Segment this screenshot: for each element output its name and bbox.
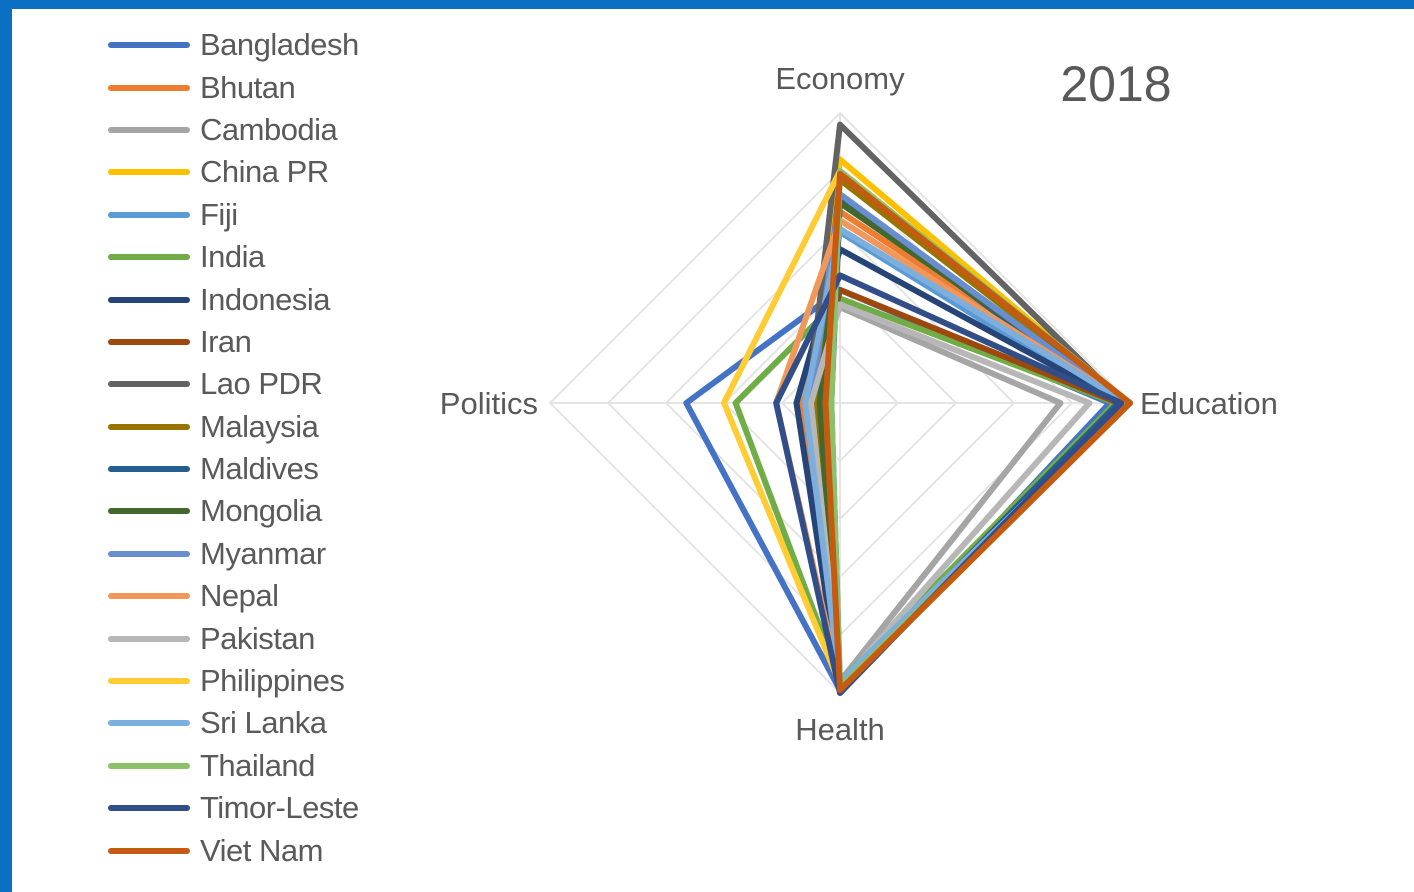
legend-swatch [108, 593, 190, 600]
legend-swatch [108, 296, 190, 303]
legend-swatch [108, 635, 190, 642]
legend-label: Sri Lanka [200, 705, 327, 741]
legend-label: Nepal [200, 578, 279, 614]
legend-item: Lao PDR [108, 363, 359, 405]
legend-label: China PR [200, 154, 329, 190]
axis-label-economy: Economy [775, 61, 905, 96]
legend-label: Thailand [200, 747, 315, 783]
legend-item: Iran [108, 321, 359, 363]
legend-swatch [108, 42, 190, 49]
legend-item: Thailand [108, 745, 359, 787]
legend-item: Viet Nam [108, 829, 359, 871]
legend-label: Maldives [200, 451, 319, 487]
legend-label: Cambodia [200, 111, 338, 147]
legend-label: Viet Nam [200, 832, 323, 868]
legend-swatch [108, 423, 190, 430]
legend-item: Cambodia [108, 109, 359, 151]
legend-swatch [108, 805, 190, 812]
axis-label-politics: Politics [440, 386, 538, 421]
legend-item: Pakistan [108, 617, 359, 659]
legend-label: Bangladesh [200, 27, 359, 63]
legend-item: Maldives [108, 448, 359, 490]
legend-swatch [108, 550, 190, 557]
legend-swatch [108, 762, 190, 769]
legend-item: Philippines [108, 660, 359, 702]
legend-swatch [108, 381, 190, 388]
legend-item: India [108, 236, 359, 278]
legend-label: Philippines [200, 663, 345, 699]
legend-label: Timor-Leste [200, 790, 359, 826]
legend-item: Myanmar [108, 533, 359, 575]
chart-title: 2018 [1060, 56, 1171, 112]
legend-item: Fiji [108, 194, 359, 236]
legend-label: Pakistan [200, 620, 315, 656]
legend-swatch [108, 84, 190, 91]
legend-item: Timor-Leste [108, 787, 359, 829]
legend-item: Sri Lanka [108, 702, 359, 744]
legend-label: Bhutan [200, 69, 296, 105]
legend-label: Mongolia [200, 493, 322, 529]
legend-swatch [108, 508, 190, 515]
legend-label: Iran [200, 323, 252, 359]
legend: Bangladesh Bhutan Cambodia China PR Fiji Indi… [108, 24, 359, 872]
legend-swatch [108, 126, 190, 133]
legend-label: Myanmar [200, 535, 326, 571]
legend-item: Indonesia [108, 278, 359, 320]
legend-swatch [108, 338, 190, 345]
legend-item: Bangladesh [108, 24, 359, 66]
legend-item: China PR [108, 151, 359, 193]
legend-label: Lao PDR [200, 366, 323, 402]
legend-swatch [108, 169, 190, 176]
radar-series [683, 121, 1133, 696]
legend-label: Indonesia [200, 281, 330, 317]
legend-item: Mongolia [108, 490, 359, 532]
legend-swatch [108, 466, 190, 473]
legend-swatch [108, 678, 190, 685]
legend-swatch [108, 211, 190, 218]
series-line-indonesia [793, 246, 1125, 691]
series-line-viet-nam [822, 170, 1133, 694]
legend-item: Bhutan [108, 66, 359, 108]
legend-label: Malaysia [200, 408, 319, 444]
legend-item: Malaysia [108, 406, 359, 448]
legend-swatch [108, 720, 190, 727]
axis-label-health: Health [795, 712, 885, 747]
legend-swatch [108, 847, 190, 854]
legend-label: Fiji [200, 196, 238, 232]
legend-label: India [200, 239, 265, 275]
legend-item: Nepal [108, 575, 359, 617]
legend-swatch [108, 254, 190, 261]
axis-label-education: Education [1140, 386, 1278, 421]
